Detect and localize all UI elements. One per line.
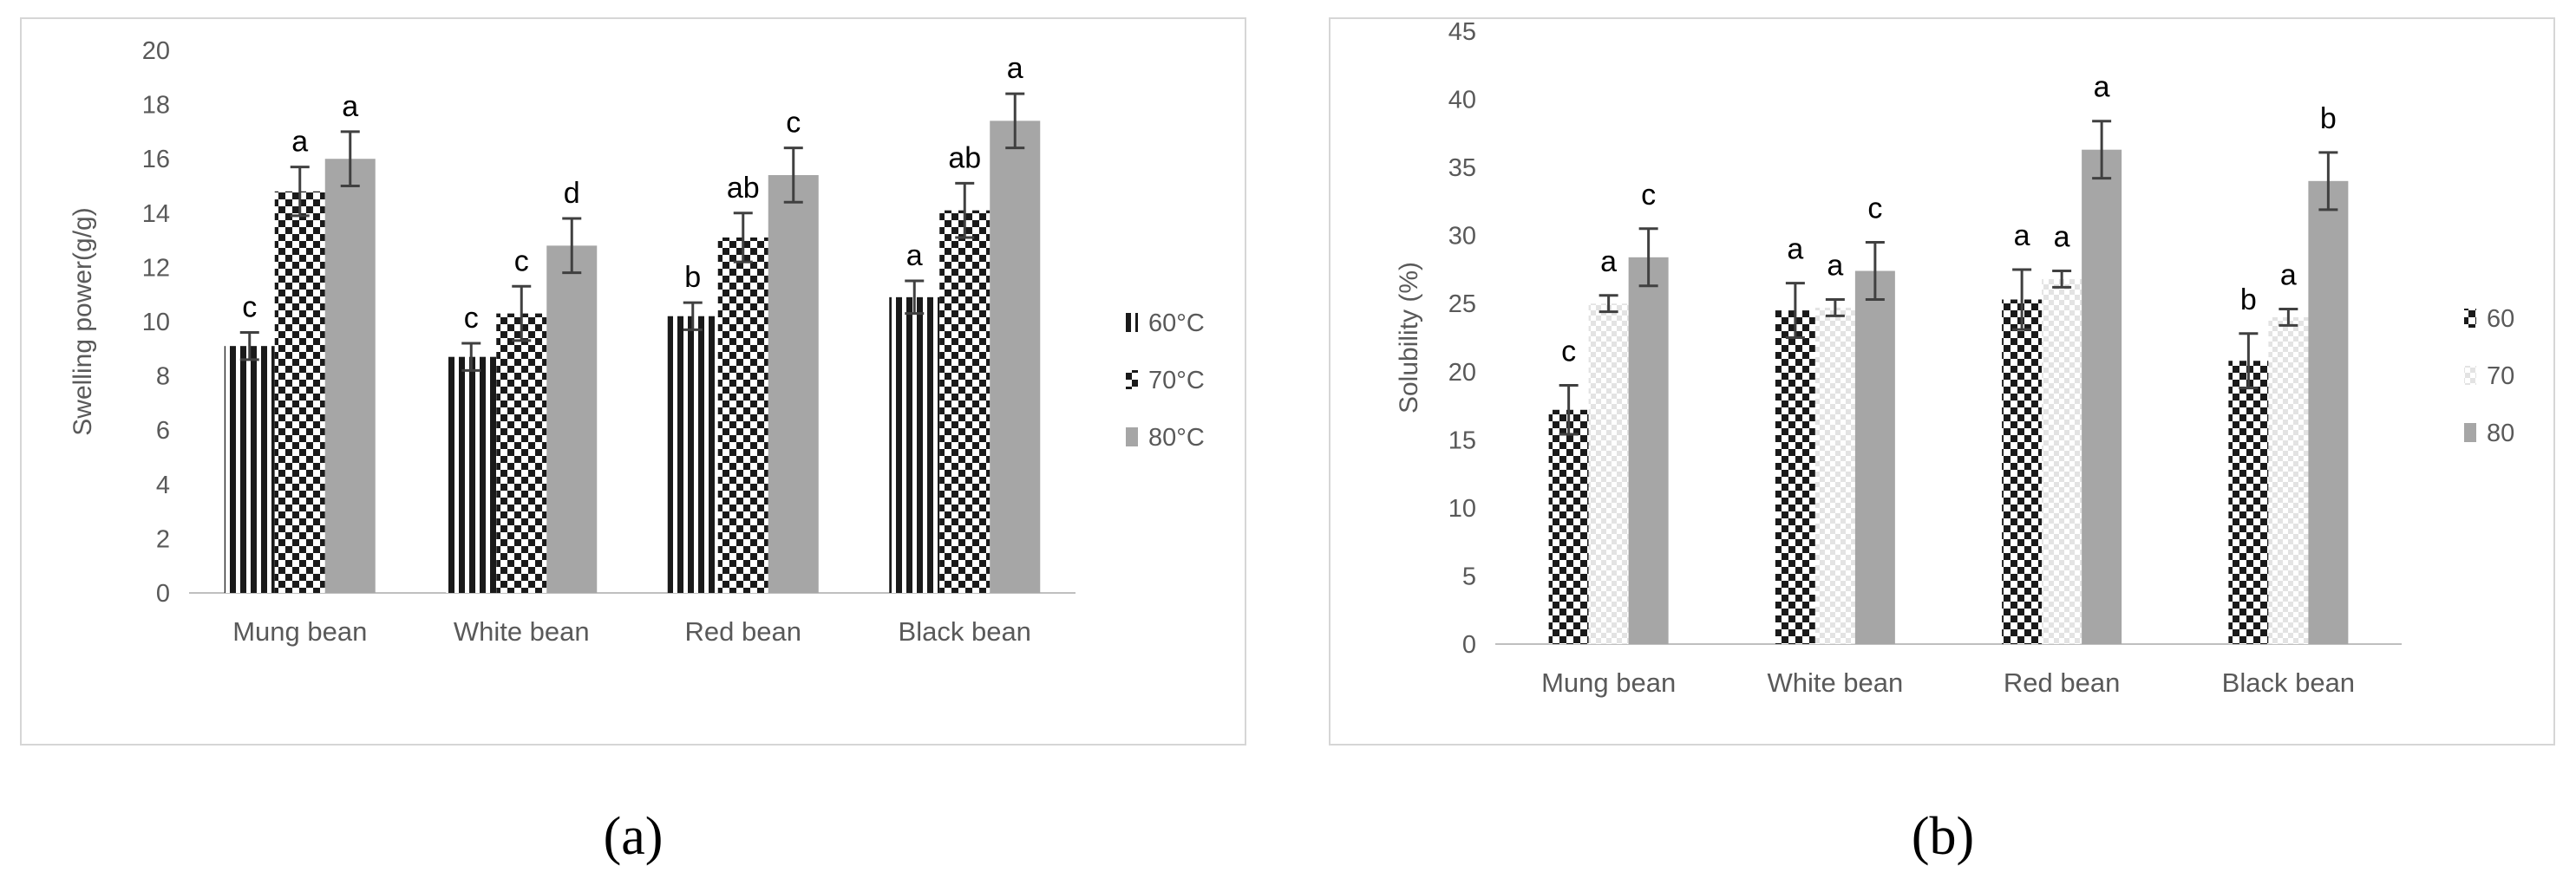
caption-a: (a) [603,807,664,866]
significance-letter: c [242,291,257,324]
significance-letter: ab [727,172,760,205]
x-tick-label-mung-bean: Mung bean [232,616,367,647]
bar-mung-bean-60 [1548,409,1589,644]
significance-letter: b [684,261,701,294]
significance-letter: a [1600,245,1617,278]
legend-swatch-80-c [1126,427,1138,446]
bar-red-bean-60-c [667,316,718,593]
bar-red-bean-70 [2042,278,2082,644]
bar-white-bean-80-c [546,245,598,593]
y-tick-label: 2 [156,525,170,553]
x-tick-label-red-bean: Red bean [2004,667,2120,698]
bar-black-bean-80 [2308,180,2349,645]
bar-mung-bean-60-c [224,346,275,593]
legend-swatch-70-c [1126,370,1138,389]
y-tick-label: 6 [156,417,170,445]
significance-letter: a [2280,259,2297,292]
legend-label-80-c: 80°C [1148,424,1205,452]
x-tick-label-red-bean: Red bean [685,616,801,647]
y-tick-label: 10 [142,309,170,336]
y-tick-label: 18 [142,92,170,120]
bar-red-bean-80 [2082,149,2122,645]
y-tick-label: 0 [156,580,170,608]
bar-white-bean-70 [1814,307,1855,644]
significance-letter: a [291,126,308,159]
bar-red-bean-60 [2002,299,2043,644]
y-axis-title: Solubility (%) [1395,262,1423,413]
x-tick-label-mung-bean: Mung bean [1541,667,1676,698]
y-tick-label: 40 [1448,87,1476,114]
legend-swatch-80 [2464,423,2476,442]
legend-label-70: 70 [2487,362,2514,390]
legend-swatch-60 [2464,309,2476,328]
significance-letter: d [564,177,580,210]
y-tick-label: 14 [142,200,170,228]
x-tick-label-white-bean: White bean [1767,667,1903,698]
legend-swatch-70 [2464,366,2476,385]
significance-letter: b [2240,283,2257,316]
y-axis-title: Swelling power(g/g) [69,207,97,435]
solubility-chart: 0 5 10 15 20 25 30 35 40 45 Solubility (%) Mung bea… [1395,19,2514,698]
significance-letter: a [1007,52,1023,85]
bar-mung-bean-70 [1588,303,1629,644]
bar-white-bean-60 [1775,310,1815,644]
bar-mung-bean-70-c [274,191,325,593]
y-tick-label: 30 [1448,223,1476,251]
x-tick-label-white-bean: White bean [454,616,590,647]
significance-letter: c [1641,179,1656,212]
y-tick-label: 8 [156,363,170,391]
y-tick-label: 25 [1448,290,1476,318]
significance-letter: c [1561,335,1576,368]
significance-letter: a [342,90,358,123]
bar-white-bean-80 [1854,270,1895,644]
legend-swatch-60-c [1126,313,1138,332]
y-tick-label: 5 [1462,563,1476,590]
chart-panel-a: 0 2 4 6 8 10 12 14 16 18 20 Swelling power(g/g) Mung… [20,17,1246,746]
y-tick-label: 4 [156,472,170,499]
bar-red-bean-80-c [768,174,819,594]
significance-letter: c [1867,192,1882,225]
significance-letter: a [2014,219,2030,252]
significance-letter: a [2094,71,2110,104]
y-tick-label: 12 [142,254,170,282]
bar-mung-bean-80 [1628,257,1669,644]
significance-letter: c [514,244,529,277]
significance-letter: c [786,107,801,140]
swelling-power-chart: 0 2 4 6 8 10 12 14 16 18 20 Swelling power(g/g) Mung… [69,37,1205,647]
bar-black-bean-70 [2268,316,2309,644]
legend-label-70-c: 70°C [1148,367,1205,394]
significance-letter: c [464,302,479,335]
bar-mung-bean-80-c [324,159,376,593]
y-tick-label: 20 [1448,359,1476,387]
bar-white-bean-70-c [496,313,547,593]
y-tick-label: 20 [142,37,170,65]
legend-label-60: 60 [2487,305,2514,333]
legend-label-80: 80 [2487,420,2514,447]
y-tick-label: 10 [1448,495,1476,523]
significance-letter: a [1787,233,1803,266]
bar-black-bean-60-c [889,296,940,593]
bar-white-bean-60-c [446,356,497,593]
bar-red-bean-70-c [717,237,768,593]
y-tick-label: 35 [1448,154,1476,182]
significance-letter: b [2320,102,2337,135]
caption-b: (b) [1911,807,1975,866]
significance-letter: a [2054,221,2070,254]
bar-black-bean-80-c [990,120,1041,593]
bar-black-bean-70-c [939,210,991,594]
significance-letter: a [1827,250,1843,283]
significance-letter: ab [948,141,981,174]
x-tick-label-black-bean: Black bean [2222,667,2355,698]
legend-label-60-c: 60°C [1148,309,1205,337]
chart-panel-b: 0 5 10 15 20 25 30 35 40 45 Solubility (%) Mung bea… [1329,17,2555,746]
y-tick-label: 16 [142,146,170,173]
bar-black-bean-60 [2228,361,2269,644]
y-tick-label: 0 [1462,631,1476,659]
significance-letter: a [906,239,923,272]
y-tick-label: 15 [1448,426,1476,454]
x-tick-label-black-bean: Black bean [899,616,1031,647]
y-tick-label: 45 [1448,19,1476,46]
